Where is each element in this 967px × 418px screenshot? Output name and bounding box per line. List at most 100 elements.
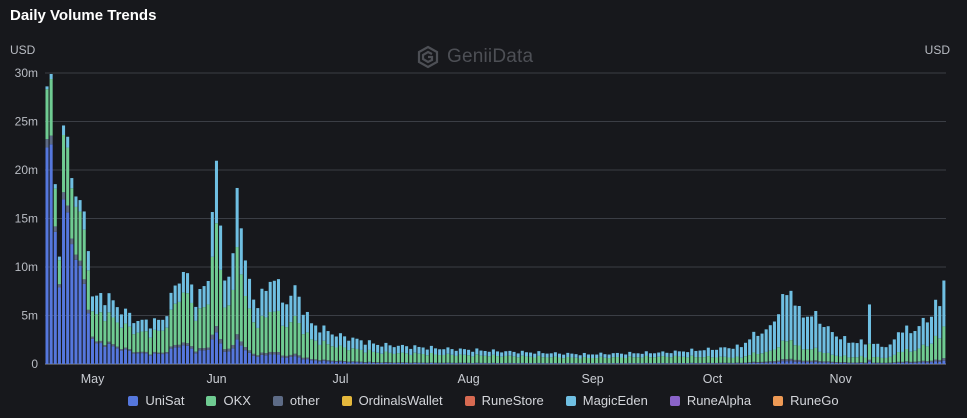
bar-segment-okx[interactable] (715, 357, 719, 363)
bar-segment-magiceden[interactable] (496, 351, 500, 357)
bar-segment-other[interactable] (880, 362, 884, 364)
bar-segment-okx[interactable] (764, 351, 768, 362)
bar-segment-unisat[interactable] (355, 362, 359, 364)
bar-segment-unisat[interactable] (810, 362, 814, 364)
bar-segment-magiceden[interactable] (777, 314, 781, 348)
bar-segment-magiceden[interactable] (78, 200, 82, 212)
bar-segment-other[interactable] (260, 352, 264, 355)
bar-segment-magiceden[interactable] (834, 336, 838, 356)
bar-segment-other[interactable] (834, 362, 838, 363)
bar-segment-other[interactable] (173, 344, 177, 348)
bar-segment-okx[interactable] (574, 357, 578, 364)
bar-segment-magiceden[interactable] (53, 184, 57, 189)
bar-segment-magiceden[interactable] (743, 342, 748, 357)
bar-segment-other[interactable] (392, 362, 396, 364)
bar-segment-okx[interactable] (359, 349, 363, 362)
bar-segment-unisat[interactable] (479, 363, 483, 364)
bar-segment-magiceden[interactable] (338, 333, 342, 346)
bar-segment-okx[interactable] (595, 358, 599, 364)
bar-segment-magiceden[interactable] (467, 349, 471, 356)
bar-segment-okx[interactable] (243, 295, 247, 348)
bar-segment-okx[interactable] (256, 327, 260, 356)
bar-segment-okx[interactable] (223, 307, 227, 350)
bar-segment-other[interactable] (264, 353, 268, 356)
bar-segment-unisat[interactable] (297, 357, 301, 364)
bar-segment-magiceden[interactable] (938, 306, 942, 339)
bar-segment-magiceden[interactable] (491, 349, 495, 355)
bar-segment-okx[interactable] (888, 356, 892, 363)
bar-segment-okx[interactable] (293, 315, 297, 354)
bar-segment-unisat[interactable] (483, 363, 487, 364)
bar-segment-unisat[interactable] (636, 363, 640, 364)
bar-segment-other[interactable] (859, 362, 863, 364)
bar-segment-unisat[interactable] (839, 363, 843, 364)
bar-segment-okx[interactable] (512, 356, 516, 364)
bar-segment-okx[interactable] (801, 349, 805, 361)
bar-segment-unisat[interactable] (500, 363, 504, 364)
bar-segment-other[interactable] (847, 362, 851, 364)
bar-segment-unisat[interactable] (876, 363, 880, 364)
bar-segment-unisat[interactable] (640, 363, 644, 364)
bar-segment-okx[interactable] (380, 353, 384, 363)
bar-segment-okx[interactable] (248, 308, 252, 351)
bar-segment-other[interactable] (351, 361, 355, 363)
bar-segment-unisat[interactable] (529, 363, 533, 364)
bar-segment-other[interactable] (810, 360, 814, 363)
bar-segment-okx[interactable] (921, 344, 925, 361)
bar-segment-magiceden[interactable] (628, 351, 632, 357)
bar-segment-other[interactable] (830, 361, 834, 363)
bar-segment-magiceden[interactable] (268, 281, 272, 313)
bar-segment-okx[interactable] (884, 357, 888, 363)
bar-segment-okx[interactable] (136, 332, 140, 352)
bar-segment-magiceden[interactable] (731, 348, 735, 358)
bar-segment-unisat[interactable] (74, 259, 78, 364)
bar-segment-unisat[interactable] (582, 363, 586, 364)
bar-segment-magiceden[interactable] (190, 284, 194, 303)
bar-segment-other[interactable] (929, 360, 934, 363)
bar-segment-other[interactable] (405, 362, 409, 363)
bar-segment-okx[interactable] (338, 345, 342, 361)
bar-segment-other[interactable] (905, 361, 909, 363)
bar-segment-unisat[interactable] (66, 212, 70, 364)
bar-segment-other[interactable] (739, 362, 743, 364)
bar-segment-okx[interactable] (446, 353, 450, 363)
bar-segment-unisat[interactable] (214, 332, 218, 364)
bar-segment-unisat[interactable] (929, 362, 934, 364)
bar-segment-magiceden[interactable] (115, 307, 119, 323)
bar-segment-unisat[interactable] (256, 357, 260, 364)
bar-segment-unisat[interactable] (723, 363, 727, 364)
bar-segment-magiceden[interactable] (148, 328, 152, 338)
bar-segment-other[interactable] (289, 354, 293, 357)
bar-segment-other[interactable] (45, 139, 49, 148)
bar-segment-magiceden[interactable] (297, 296, 301, 324)
bar-segment-unisat[interactable] (310, 360, 314, 364)
bar-segment-other[interactable] (231, 344, 235, 349)
bar-segment-unisat[interactable] (252, 355, 256, 364)
bar-segment-okx[interactable] (409, 354, 413, 363)
bar-segment-unisat[interactable] (665, 363, 669, 364)
bar-segment-okx[interactable] (177, 301, 181, 345)
bar-segment-magiceden[interactable] (905, 325, 909, 350)
bar-segment-okx[interactable] (450, 354, 454, 363)
bar-segment-magiceden[interactable] (310, 323, 314, 340)
bar-segment-unisat[interactable] (140, 353, 144, 364)
bar-segment-other[interactable] (756, 362, 760, 363)
bar-segment-magiceden[interactable] (128, 312, 132, 327)
bar-segment-other[interactable] (888, 362, 892, 364)
bar-segment-magiceden[interactable] (413, 345, 417, 353)
bar-segment-other[interactable] (285, 355, 289, 358)
bar-segment-magiceden[interactable] (66, 136, 70, 148)
bar-segment-magiceden[interactable] (694, 350, 698, 358)
bar-segment-unisat[interactable] (743, 363, 748, 364)
bar-segment-unisat[interactable] (896, 362, 900, 364)
bar-segment-magiceden[interactable] (781, 294, 785, 341)
bar-segment-unisat[interactable] (78, 265, 82, 364)
bar-segment-unisat[interactable] (599, 363, 603, 364)
bar-segment-okx[interactable] (719, 356, 723, 363)
bar-segment-okx[interactable] (760, 353, 764, 362)
bar-segment-unisat[interactable] (706, 363, 710, 364)
bar-segment-magiceden[interactable] (710, 349, 714, 358)
bar-segment-unisat[interactable] (830, 362, 834, 364)
bar-segment-unisat[interactable] (520, 363, 524, 364)
bar-segment-unisat[interactable] (772, 362, 776, 364)
